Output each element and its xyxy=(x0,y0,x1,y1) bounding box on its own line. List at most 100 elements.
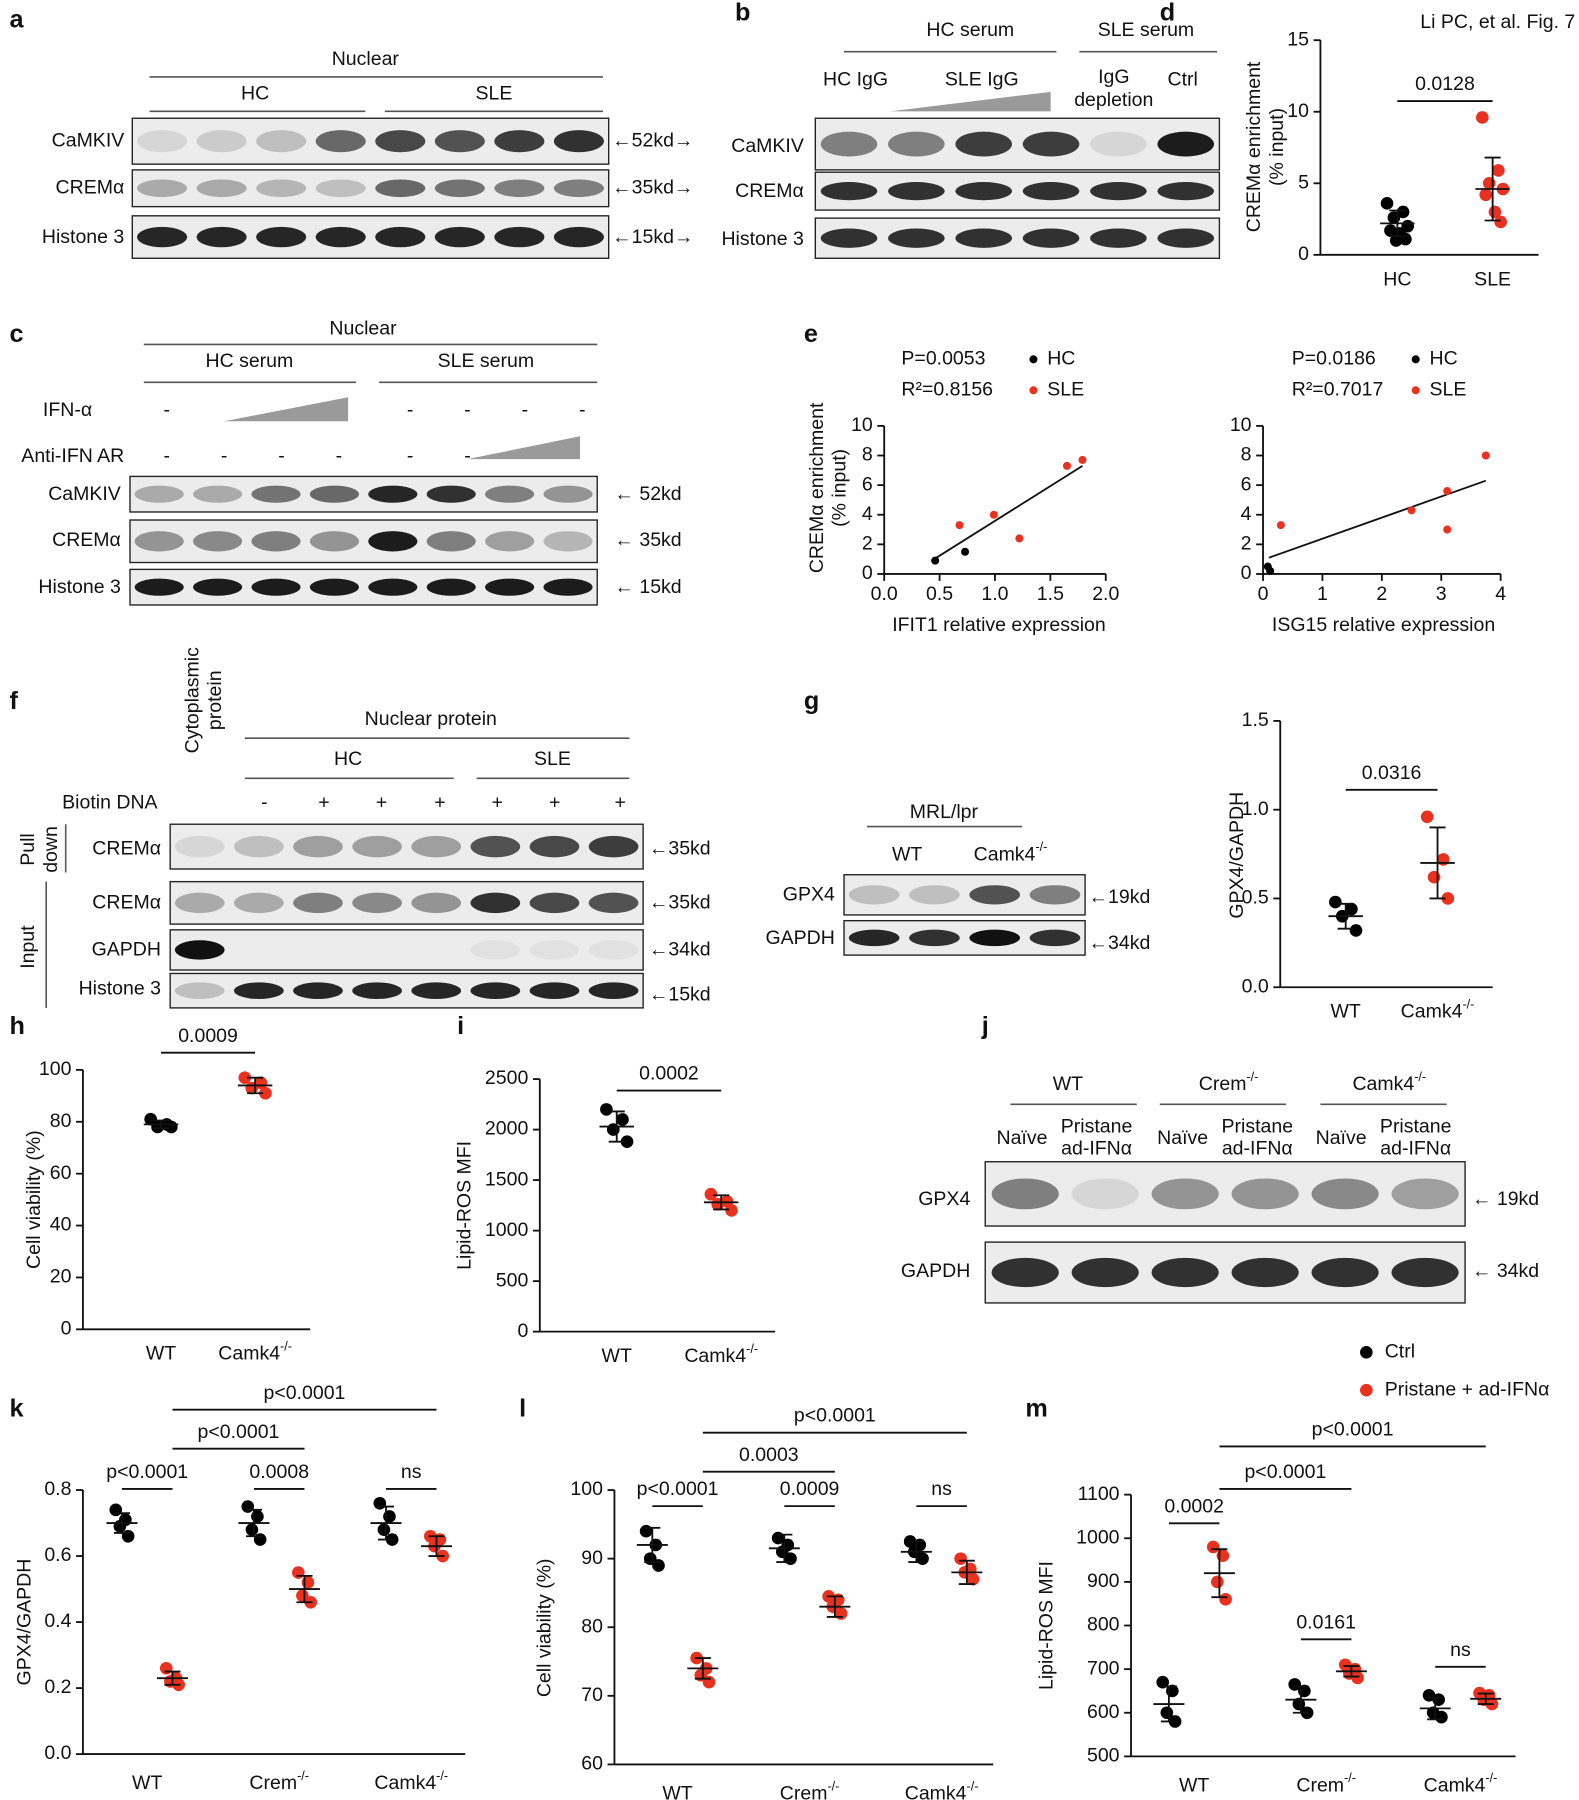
blot-label: HC xyxy=(241,82,269,104)
dot-plot: 500 600 700 800 900 1000 1100 Lipid-ROS MFI WT Cr… xyxy=(1035,1419,1516,1796)
blot-band xyxy=(494,226,545,248)
y-axis-label: Cell viability (%) xyxy=(23,1130,45,1269)
blot-label: WT xyxy=(892,843,922,865)
p-value: 0.0008 xyxy=(249,1461,309,1483)
y-axis-label: CREMα enrichment xyxy=(806,402,828,573)
blot-label: - xyxy=(464,399,471,421)
data-point xyxy=(702,1675,716,1689)
data-point xyxy=(616,1113,629,1126)
blot xyxy=(984,1241,1466,1304)
blot-label: - xyxy=(261,792,268,814)
blot xyxy=(814,117,1221,171)
blot-band xyxy=(426,485,476,503)
blot-label: + xyxy=(492,792,503,814)
y-axis-label: Cell viability (%) xyxy=(534,1558,556,1697)
data-point xyxy=(1276,521,1285,530)
blot-band xyxy=(193,531,243,552)
x-tick-label: SLE xyxy=(1474,268,1511,290)
blot-label: ← 35kd xyxy=(614,529,681,551)
panel-label: b xyxy=(735,0,750,26)
x-tick-label: 1 xyxy=(1317,583,1328,605)
panel-label: f xyxy=(9,687,18,715)
data-point xyxy=(245,1523,259,1536)
p-value: 0.0316 xyxy=(1362,762,1422,784)
blot-band xyxy=(1157,182,1215,201)
blot-label: GAPDH xyxy=(901,1260,970,1282)
data-point xyxy=(1479,188,1493,202)
blot-label: Pristane xyxy=(1222,1115,1294,1137)
panel-label: d xyxy=(1160,0,1175,26)
blot-band xyxy=(434,226,485,248)
scatter-plot: 0 2 4 6 8 10 0.0 0.5 1.0 1.5 2.0 IFIT1 relative exp… xyxy=(806,347,1120,635)
data-point xyxy=(1443,525,1452,534)
x-axis-label: IFIT1 relative expression xyxy=(892,614,1106,636)
blot-band xyxy=(1151,1178,1219,1210)
blot-band xyxy=(1029,885,1081,905)
blot-band xyxy=(1090,131,1147,157)
blot-label: - xyxy=(163,445,170,467)
y-tick-label: 2000 xyxy=(485,1118,529,1140)
x-tick-label: 0.5 xyxy=(926,583,953,605)
blot-membrane xyxy=(129,519,598,564)
blot-band xyxy=(256,226,307,248)
y-tick-label: 0.4 xyxy=(44,1610,71,1632)
blot-label: ←35kd→ xyxy=(612,176,693,198)
fit-line xyxy=(933,465,1083,560)
x-tick-label: Camk4-/- xyxy=(684,1342,758,1367)
y-tick-label: 1100 xyxy=(1078,1483,1120,1505)
blot-band xyxy=(888,228,945,248)
blot-band xyxy=(1311,1178,1379,1210)
blot-label: - xyxy=(522,399,529,421)
data-point xyxy=(834,1607,848,1620)
data-point xyxy=(1349,924,1363,937)
blot-label: CaMKIV xyxy=(52,129,125,151)
data-point xyxy=(600,1103,613,1116)
x-tick-label: 0.0 xyxy=(871,583,898,605)
blot-band xyxy=(820,228,878,248)
blot-label: + xyxy=(549,792,560,814)
blot xyxy=(131,117,610,165)
p-value: 0.0003 xyxy=(739,1444,799,1466)
blot-band xyxy=(137,226,188,248)
legend-label: SLE xyxy=(1047,378,1084,400)
x-tick-label: 0 xyxy=(1258,583,1269,605)
blot-label: Camk4-/- xyxy=(1352,1070,1426,1095)
x-tick-label: 2 xyxy=(1376,583,1387,605)
y-tick-label: 90 xyxy=(581,1547,603,1569)
blot-band xyxy=(1071,1257,1139,1288)
data-point xyxy=(639,1524,653,1538)
blot-label: ←52kd→ xyxy=(612,129,693,151)
data-point xyxy=(113,1520,127,1533)
y-tick-label: 5 xyxy=(1298,171,1309,193)
blot-label: SLE serum xyxy=(438,350,534,372)
y-tick-label: 0.0 xyxy=(44,1742,71,1764)
blot-label: GAPDH xyxy=(92,939,161,961)
panel-label: i xyxy=(457,1012,464,1040)
legend-marker xyxy=(1411,355,1420,364)
blot-band xyxy=(375,226,426,248)
data-point xyxy=(241,1500,255,1513)
y-tick-label: 500 xyxy=(496,1269,529,1291)
blot-band xyxy=(1029,929,1081,947)
data-point xyxy=(159,1661,173,1675)
blot-label: ←15kd→ xyxy=(612,226,693,248)
data-point xyxy=(1015,534,1024,543)
blot-label: HC serum xyxy=(926,19,1014,41)
y-tick-label: 20 xyxy=(50,1266,72,1288)
data-point xyxy=(1389,234,1403,247)
dot-plot: 60 70 80 90 100 Cell viability (%) WT Crem-/- Ca… xyxy=(534,1405,994,1800)
p-value: 0.0128 xyxy=(1415,73,1475,95)
blot xyxy=(814,171,1221,211)
blot-label: Naïve xyxy=(1316,1127,1367,1149)
annotation: P=0.0186 xyxy=(1292,347,1376,369)
blot xyxy=(169,880,644,925)
panel-label: h xyxy=(9,1012,24,1040)
data-point xyxy=(1206,1540,1220,1554)
blot-band xyxy=(251,578,301,596)
p-value: p<0.0001 xyxy=(794,1405,876,1427)
dot-plot: 0 500 1000 1500 2000 2500 Lipid-ROS MFI WT Camk4… xyxy=(453,1063,776,1367)
p-value: ns xyxy=(401,1461,422,1483)
x-tick-label: WT xyxy=(1179,1774,1209,1796)
panel-label: j xyxy=(981,1012,989,1040)
data-point xyxy=(1211,1575,1224,1589)
